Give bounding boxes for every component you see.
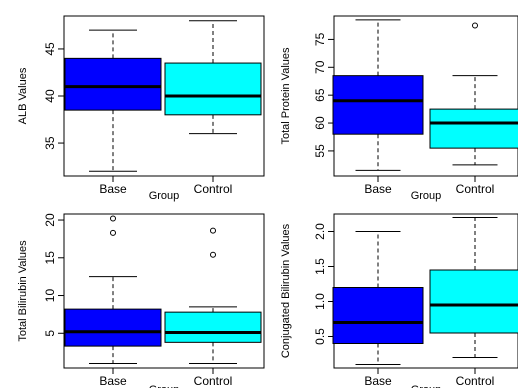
y-axis-label: Total Bilirubin Values [17,240,29,342]
y-tick-label: 20 [43,213,57,227]
boxplot-panel-3: 5 10 15 20 Total Bilirubin Values Base Control… [17,213,265,388]
y-tick-label: 10 [43,289,57,303]
x-tick-label: Base [364,374,392,388]
plot-frame [63,213,265,369]
y-axis-label: ALB Values [17,67,29,124]
iqr-box [164,62,262,116]
y-tick-label: 0.5 [313,328,327,345]
y-tick-label: 60 [313,116,327,130]
y-tick-label: 35 [43,136,57,150]
x-axis-label: Group [149,384,180,388]
iqr-box [332,75,424,135]
outlier-point [110,215,116,222]
outlier-point [210,227,216,234]
boxplot-panel-2: 55 60 65 70 75 Total Protein Values Base Contro… [280,15,518,202]
iqr-box [332,287,424,344]
boxplot-panel-4: 0.5 1.0 1.5 2.0 Conjugated Bilirubin Values B… [280,213,518,388]
box-control [164,227,262,364]
y-tick-label: 5 [43,330,57,337]
box-base [332,19,424,171]
y-tick-label: 1.5 [313,258,327,275]
box-base [64,215,162,364]
outlier-point [210,251,216,258]
box-control [164,20,262,135]
x-tick-label: Control [194,374,233,388]
box-base [332,231,424,365]
outlier-point [472,22,478,29]
y-tick-label: 40 [43,89,57,103]
iqr-box [64,308,162,347]
box-base [64,29,162,172]
y-tick-label: 45 [43,42,57,56]
x-axis-label: Group [411,384,442,388]
x-tick-label: Control [456,182,495,196]
iqr-box [164,311,262,343]
iqr-box [429,269,518,334]
outlier-point [110,229,116,236]
iqr-box [64,57,162,111]
x-tick-label: Control [194,182,233,196]
y-tick-label: 75 [313,32,327,46]
y-tick-label: 65 [313,88,327,102]
y-tick-label: 70 [313,60,327,74]
iqr-box [429,108,518,149]
y-tick-label: 2.0 [313,223,327,240]
boxplot-panel-1: 35 40 45 ALB Values Base Control Group [17,15,265,202]
x-tick-label: Control [456,374,495,388]
x-axis-label: Group [411,190,442,202]
x-axis-label: Group [149,190,180,202]
y-axis-label: Total Protein Values [280,47,292,145]
y-axis-label: Conjugated Bilirubin Values [280,223,292,358]
x-tick-label: Base [99,182,127,196]
x-tick-label: Base [364,182,392,196]
box-control [429,217,518,358]
y-tick-label: 55 [313,144,327,158]
y-tick-label: 15 [43,251,57,265]
y-tick-label: 1.0 [313,293,327,310]
x-tick-label: Base [99,374,127,388]
box-control [429,22,518,166]
